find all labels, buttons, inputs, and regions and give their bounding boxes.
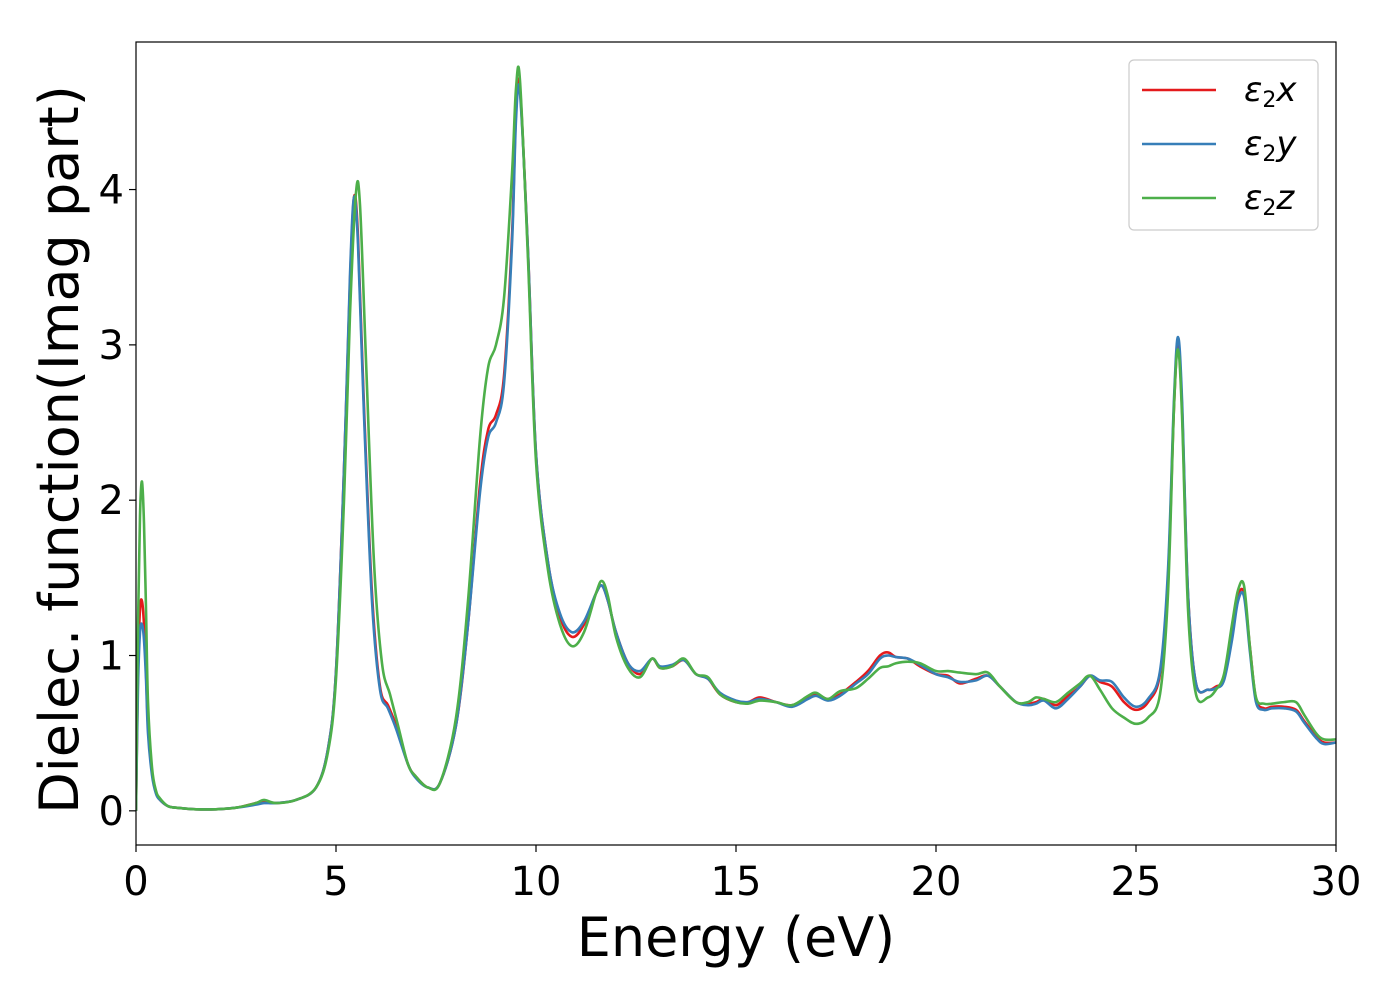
- y-tick-label: 1: [99, 634, 124, 680]
- y-axis-label: Dielec. function(Imag part): [28, 85, 91, 814]
- y-tick-label: 0: [99, 789, 124, 835]
- series-layer: [136, 65, 1336, 811]
- y-tick-label: 3: [99, 323, 124, 369]
- x-axis-label: Energy (eV): [577, 906, 896, 969]
- legend-label-z: ε2z: [1244, 178, 1295, 221]
- x-axis-ticks: 0 5 10 15 20 25 30: [123, 845, 1361, 905]
- x-tick-label: 10: [511, 859, 562, 905]
- y-tick-label: 4: [99, 168, 124, 214]
- series-line-z: [136, 65, 1336, 811]
- legend: ε2x ε2y ε2z: [1128, 59, 1319, 231]
- legend-box: [1128, 59, 1319, 231]
- legend-label-y: ε2y: [1244, 124, 1297, 167]
- x-tick-label: 25: [1111, 859, 1162, 905]
- x-tick-label: 15: [711, 859, 762, 905]
- y-tick-label: 2: [99, 478, 124, 524]
- x-tick-label: 30: [1311, 859, 1362, 905]
- x-tick-label: 0: [123, 859, 148, 905]
- y-axis-ticks: 0 1 2 3 4: [99, 168, 136, 835]
- x-tick-label: 20: [911, 859, 962, 905]
- legend-label-x: ε2x: [1244, 70, 1297, 113]
- x-tick-label: 5: [323, 859, 348, 905]
